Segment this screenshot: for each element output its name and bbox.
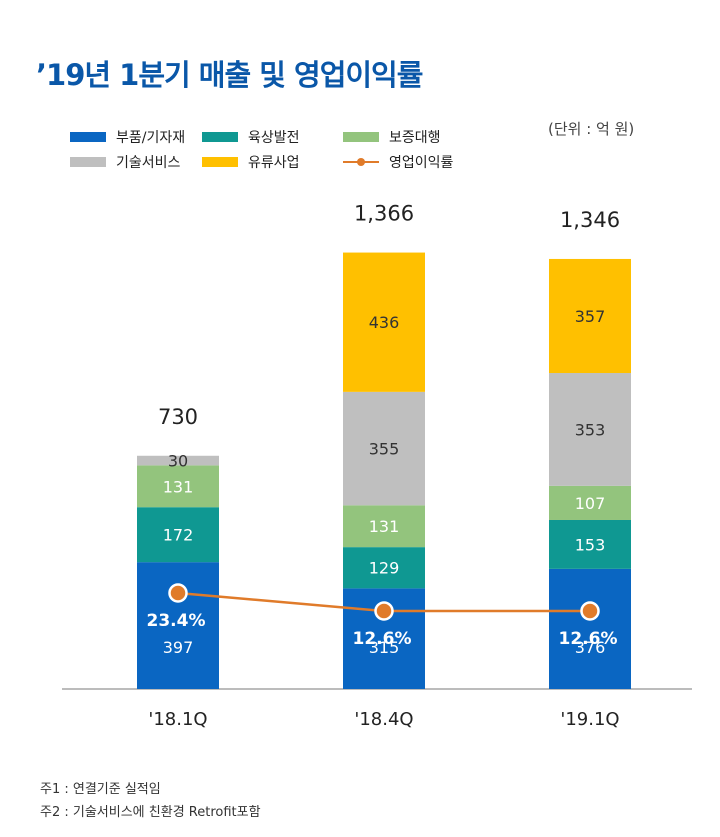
legend-swatch-distribution <box>202 157 238 167</box>
legend-swatch-warranty <box>343 132 379 142</box>
x-tick-label-1: '18.4Q <box>354 709 413 730</box>
margin-point-1 <box>374 601 394 621</box>
legend-item-margin: 영업이익률 <box>343 152 453 172</box>
legend-swatch-offshore <box>202 132 238 142</box>
segment-label-1-1: 129 <box>369 559 400 578</box>
margin-label-2: 12.6% <box>559 629 618 649</box>
bar-segment-1-3 <box>343 391 425 506</box>
segment-label-0-1: 172 <box>163 526 194 545</box>
unit-label: (단위 : 억 원) <box>548 120 635 138</box>
margin-point-0 <box>168 583 188 603</box>
x-tick-label-0: '18.1Q <box>148 709 207 730</box>
legend-label-tech-service: 기술서비스 <box>116 155 181 171</box>
bar-segment-2-1 <box>549 519 631 569</box>
bar-segment-1-1 <box>343 547 425 589</box>
legend-label-parts: 부품/기자재 <box>116 130 186 146</box>
legend-label-offshore: 육상발전 <box>248 130 300 146</box>
segment-label-1-4: 436 <box>369 313 400 332</box>
bar-segment-2-3 <box>549 373 631 486</box>
segment-label-1-3: 355 <box>369 440 400 459</box>
segment-label-0-0: 397 <box>163 638 194 657</box>
bar-segment-1-4 <box>343 252 425 392</box>
segment-label-2-0: 376 <box>575 638 606 657</box>
legend-item-offshore: 육상발전 <box>202 127 300 147</box>
margin-point-2 <box>580 601 600 621</box>
legend-label-warranty: 보증대행 <box>389 130 441 146</box>
total-label-2: 1,346 <box>560 208 620 232</box>
legend-swatch-parts <box>70 132 106 142</box>
bar-segment-0-1 <box>137 507 219 563</box>
bar-segment-2-2 <box>549 485 631 520</box>
legend-label-distribution: 유류사업 <box>248 155 300 171</box>
bar-segment-2-4 <box>549 258 631 374</box>
segment-label-2-1: 153 <box>575 535 606 554</box>
total-label-1: 1,366 <box>354 202 414 226</box>
x-tick-label-2: '19.1Q <box>560 709 619 730</box>
footnote-1: 주1 : 연결기준 실적임 <box>40 782 161 797</box>
footnote-2: 주2 : 기술서비스에 친환경 Retrofit포함 <box>40 805 261 820</box>
bar-segment-2-0 <box>549 568 631 689</box>
total-label-0: 730 <box>158 405 198 429</box>
chart-title: ’19년 1분기 매출 및 영업이익률 <box>36 58 423 92</box>
legend-swatch-tech-service <box>70 157 106 167</box>
bar-segment-0-3 <box>137 455 219 466</box>
legend-item-warranty: 보증대행 <box>343 127 441 147</box>
legend-line-margin <box>343 157 379 167</box>
segment-label-2-3: 353 <box>575 420 606 439</box>
segment-label-0-2: 131 <box>163 477 194 496</box>
legend-item-distribution: 유류사업 <box>202 152 300 172</box>
segment-label-2-2: 107 <box>575 494 606 513</box>
segment-label-1-2: 131 <box>369 517 400 536</box>
bar-segment-1-2 <box>343 505 425 548</box>
segment-label-2-4: 357 <box>575 307 606 326</box>
legend-item-parts: 부품/기자재 <box>70 127 185 147</box>
bar-segment-0-2 <box>137 465 219 508</box>
legend-label-margin: 영업이익률 <box>389 155 454 171</box>
legend-item-tech-service: 기술서비스 <box>70 152 180 172</box>
margin-label-1: 12.6% <box>353 629 412 649</box>
margin-label-0: 23.4% <box>147 611 206 631</box>
segment-label-1-0: 315 <box>369 638 400 657</box>
segment-label-0-3: 30 <box>168 452 188 471</box>
